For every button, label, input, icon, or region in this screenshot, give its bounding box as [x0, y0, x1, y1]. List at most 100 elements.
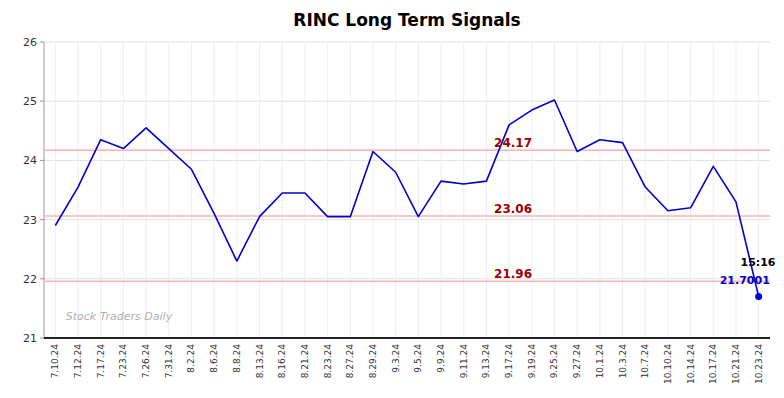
- x-tick-label: 8.23.24: [323, 344, 333, 379]
- last-price-label: 21.7001: [720, 274, 770, 287]
- grid-line-x: [259, 42, 260, 338]
- grid-line-x: [441, 42, 442, 338]
- plot-area: [44, 100, 770, 300]
- x-tick-label: 8.27.24: [345, 344, 355, 379]
- x-tick-label: 7.12.24: [73, 344, 83, 379]
- grid-line-x: [100, 42, 101, 338]
- grid-line-x: [78, 42, 79, 338]
- grid-line-x: [191, 42, 192, 338]
- y-axis: 21 22 23 24 25 26: [23, 36, 44, 345]
- grid-line-y: [44, 160, 770, 161]
- y-tick: [40, 338, 44, 339]
- x-tick-label: 10.21.24: [731, 344, 741, 384]
- x-tick-label: 9.17.24: [504, 344, 514, 379]
- x-tick-label: 10.14.24: [686, 344, 696, 384]
- grid-line-x: [463, 42, 464, 338]
- x-tick-label: 10.23.24: [754, 344, 764, 384]
- last-price-marker: [755, 293, 762, 300]
- grid-line-x: [622, 42, 623, 338]
- x-tick-label: 7.23.24: [118, 344, 128, 379]
- reference-line: [44, 215, 770, 217]
- y-tick-label: 22: [23, 273, 37, 286]
- x-axis: 7.10.24 7.12.24 7.17.24 7.23.24 7.26.24 7.31.…: [44, 338, 770, 384]
- y-axis-line: [44, 42, 45, 338]
- grid-line-y: [44, 219, 770, 220]
- grid-line-x: [350, 42, 351, 338]
- grid-line-x: [168, 42, 169, 338]
- x-tick-label: 9.27.24: [572, 344, 582, 379]
- last-time-label: 15:16: [741, 256, 776, 269]
- y-tick-label: 26: [23, 36, 37, 49]
- grid-line-x: [123, 42, 124, 338]
- grid-line-x: [690, 42, 691, 338]
- y-tick-label: 24: [23, 154, 37, 167]
- grid-line-y: [44, 278, 770, 279]
- y-tick: [40, 42, 44, 43]
- y-tick: [40, 278, 44, 279]
- reference-line: [44, 150, 770, 152]
- price-line: [55, 100, 758, 297]
- x-tick-label: 9.9.24: [436, 344, 446, 373]
- grid-line-x: [214, 42, 215, 338]
- chart: 21 22 23 24 25 26 7.10.24 7.12.24 7.17.24 7.23.24…: [0, 0, 784, 398]
- grid-line-x: [418, 42, 419, 338]
- x-tick-label: 8.16.24: [277, 344, 287, 379]
- x-tick-label: 8.13.24: [255, 344, 265, 379]
- x-tick-label: 7.17.24: [96, 344, 106, 379]
- grid-line-y: [44, 338, 770, 339]
- grid-line-x: [509, 42, 510, 338]
- x-tick-label: 10.1.24: [595, 344, 605, 379]
- grid: [44, 42, 770, 338]
- x-tick-label: 9.19.24: [527, 344, 537, 379]
- x-tick-label: 8.2.24: [186, 344, 196, 373]
- grid-line-x: [395, 42, 396, 338]
- x-tick-label: 10.17.24: [708, 344, 718, 384]
- grid-line-x: [236, 42, 237, 338]
- y-tick-label: 25: [23, 95, 37, 108]
- grid-line-x: [713, 42, 714, 338]
- y-tick: [40, 219, 44, 220]
- grid-line-x: [327, 42, 328, 338]
- grid-line-x: [55, 42, 56, 338]
- x-axis-line: [44, 337, 770, 339]
- grid-line-x: [531, 42, 532, 338]
- y-tick-label: 23: [23, 214, 37, 227]
- x-tick-label: 9.5.24: [413, 344, 423, 373]
- grid-line-x: [304, 42, 305, 338]
- grid-line-x: [554, 42, 555, 338]
- title: RINC Long Term Signals: [293, 10, 520, 30]
- grid-line-x: [645, 42, 646, 338]
- x-tick-label: 10.7.24: [640, 344, 650, 379]
- x-tick-label: 8.21.24: [300, 344, 310, 379]
- x-tick-label: 7.31.24: [164, 344, 174, 379]
- x-tick-label: 7.10.24: [50, 344, 60, 379]
- x-tick-label: 9.11.24: [459, 344, 469, 379]
- x-tick-label: 9.13.24: [481, 344, 491, 379]
- grid-line-x: [599, 42, 600, 338]
- watermark: Stock Traders Daily: [66, 310, 173, 323]
- grid-line-x: [667, 42, 668, 338]
- x-tick-label: 8.29.24: [368, 344, 378, 379]
- x-tick-label: 8.8.24: [232, 344, 242, 373]
- reference-label: 21.96: [494, 267, 532, 281]
- grid-line-x: [372, 42, 373, 338]
- grid-line-y: [44, 42, 770, 43]
- y-tick-label: 21: [23, 332, 37, 345]
- grid-line-y: [44, 101, 770, 102]
- x-tick-label: 8.6.24: [209, 344, 219, 373]
- grid-line-x: [146, 42, 147, 338]
- x-tick-label: 7.26.24: [141, 344, 151, 379]
- grid-line-x: [486, 42, 487, 338]
- grid-line-x: [735, 42, 736, 338]
- x-tick-label: 9.25.24: [549, 344, 559, 379]
- reference-labels: 24.17 23.06 21.96: [494, 136, 532, 281]
- y-tick: [40, 101, 44, 102]
- reference-line: [44, 280, 770, 282]
- x-tick-label: 9.3.24: [391, 344, 401, 373]
- reference-label: 23.06: [494, 202, 532, 216]
- grid-line-x: [577, 42, 578, 338]
- x-tick-label: 10.10.24: [663, 344, 673, 384]
- reference-label: 24.17: [494, 136, 532, 150]
- grid-line-x: [282, 42, 283, 338]
- y-tick: [40, 160, 44, 161]
